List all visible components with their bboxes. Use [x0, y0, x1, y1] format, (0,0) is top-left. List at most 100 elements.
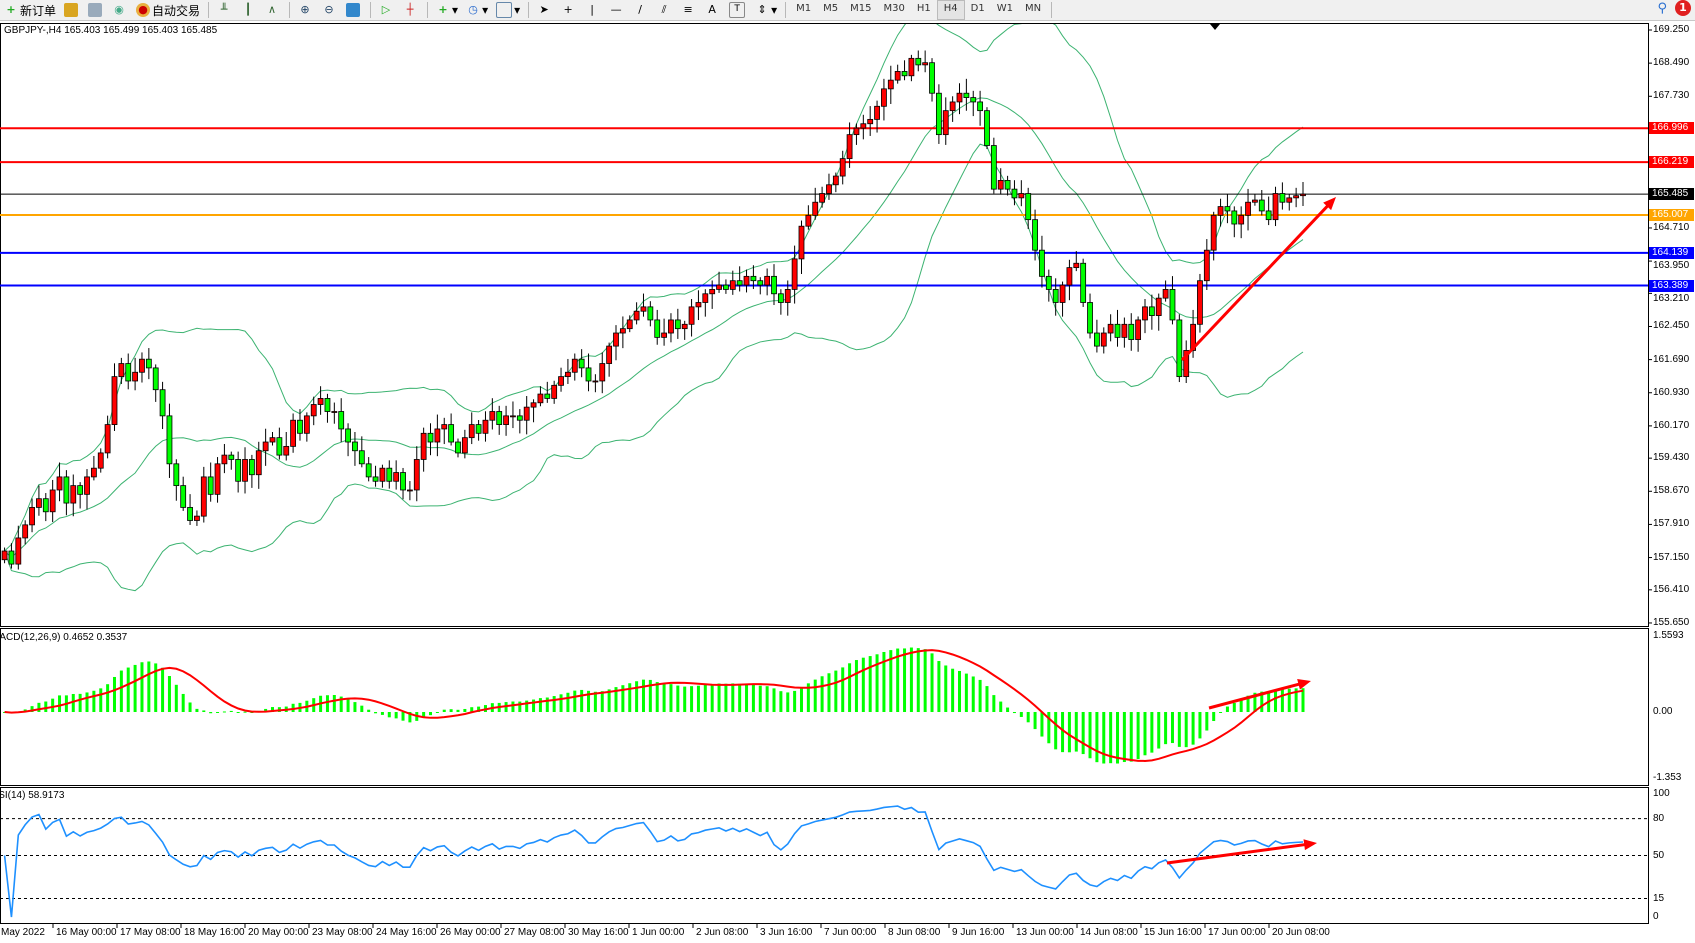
- candle-body: [894, 71, 901, 81]
- candle: [221, 443, 228, 474]
- candle-body: [358, 450, 365, 465]
- templates-button[interactable]: ▾: [492, 1, 524, 19]
- candle-body: [1155, 297, 1162, 316]
- auto-scroll-button[interactable]: ▷: [375, 1, 399, 19]
- timeframe-m15[interactable]: M15: [850, 3, 872, 14]
- candle-body: [77, 485, 84, 495]
- macd-bar: [1136, 712, 1140, 760]
- candle: [358, 436, 365, 468]
- timeframe-d1[interactable]: D1: [970, 3, 985, 14]
- macd-bar: [1232, 702, 1236, 712]
- macd-bar: [827, 673, 831, 712]
- macd-bar: [1019, 712, 1023, 717]
- macd-bar: [456, 709, 460, 712]
- signals-button[interactable]: ◉: [108, 1, 132, 19]
- market-watch-button[interactable]: [60, 1, 84, 19]
- text-tool[interactable]: A: [701, 1, 725, 19]
- timeframe-w1[interactable]: W1: [996, 3, 1013, 14]
- price-label: 157.150: [1653, 552, 1690, 563]
- vertical-line-tool[interactable]: |: [581, 1, 605, 19]
- candle-body: [757, 280, 764, 286]
- candle-body: [1203, 249, 1210, 282]
- text-label-tool[interactable]: T: [725, 1, 751, 19]
- notification-badge[interactable]: 1: [1675, 0, 1691, 16]
- macd-bar: [463, 708, 467, 712]
- chart-canvas[interactable]: [0, 21, 1695, 943]
- candle-body: [640, 306, 647, 312]
- cursor-tool[interactable]: ➤: [533, 1, 557, 19]
- crosshair-tool[interactable]: +: [557, 1, 581, 19]
- candle-body: [915, 57, 922, 66]
- macd-bar: [841, 667, 845, 712]
- candle-body: [626, 319, 633, 330]
- candle: [695, 290, 702, 321]
- fibonacci-tool[interactable]: ≡: [677, 1, 701, 19]
- macd-bar: [951, 668, 955, 712]
- candle-body: [269, 437, 276, 443]
- timeframe-m30[interactable]: M30: [883, 3, 905, 14]
- arrows-tool[interactable]: ⇕ ▾: [751, 1, 781, 19]
- macd-bar: [587, 690, 591, 712]
- data-window-button[interactable]: [84, 1, 108, 19]
- candle-body: [1197, 280, 1203, 325]
- candle: [1128, 313, 1135, 351]
- candle: [777, 289, 784, 315]
- candle-body: [152, 367, 159, 391]
- timeframe-mn[interactable]: MN: [1024, 3, 1042, 14]
- macd-bar: [1061, 712, 1065, 753]
- candle-body: [194, 515, 200, 521]
- candle: [207, 462, 214, 502]
- candle: [544, 381, 551, 403]
- candle: [1210, 211, 1217, 261]
- zoom-out-button[interactable]: ⊖: [318, 1, 342, 19]
- candle: [1, 547, 8, 564]
- candle: [757, 277, 764, 295]
- candle-body: [104, 424, 111, 454]
- new-order-button[interactable]: + 新订单: [0, 1, 60, 19]
- macd-bar: [1012, 712, 1016, 714]
- candle: [1252, 194, 1258, 206]
- new-order-icon: +: [6, 3, 16, 16]
- candle: [290, 413, 297, 453]
- timeframe-m1[interactable]: M1: [796, 3, 812, 14]
- tile-windows-button[interactable]: [342, 1, 366, 19]
- candle-body: [750, 275, 757, 282]
- candle-body: [990, 145, 997, 190]
- candle-body: [1224, 206, 1231, 212]
- macd-bar: [580, 689, 584, 712]
- line-chart-button[interactable]: ∧: [261, 1, 285, 19]
- macd-axis-label: 0.00: [1653, 706, 1673, 717]
- trendline-tool[interactable]: /: [629, 1, 653, 19]
- candle: [626, 315, 633, 333]
- timeframe-m5[interactable]: M5: [823, 3, 839, 14]
- macd-bar: [1253, 692, 1257, 712]
- candle-body: [56, 476, 63, 491]
- candle-body: [200, 476, 207, 517]
- chart-shift-button[interactable]: ┼: [399, 1, 423, 19]
- computer-icon: [88, 3, 103, 17]
- candle-body: [777, 293, 784, 303]
- auto-trading-button[interactable]: ● 自动交易: [132, 1, 204, 19]
- zoom-in-button[interactable]: ⊕: [294, 1, 318, 19]
- timeframe-h4[interactable]: H4: [936, 0, 965, 20]
- macd-bar: [710, 684, 714, 712]
- candle-body: [908, 57, 915, 77]
- channel-tool[interactable]: ⫽: [653, 1, 677, 19]
- macd-bar: [202, 710, 206, 712]
- candle-body: [1293, 195, 1300, 199]
- periods-button[interactable]: ◷ ▾: [462, 1, 492, 19]
- macd-bar: [1102, 712, 1106, 764]
- timeframe-h1[interactable]: H1: [916, 3, 931, 14]
- macd-bar: [243, 711, 247, 713]
- search-icon[interactable]: ⚲: [1657, 1, 1667, 16]
- time-label: 2 Jun 08:00: [696, 927, 749, 938]
- horizontal-line-tool[interactable]: —: [605, 1, 629, 19]
- indicators-button[interactable]: + ▾: [432, 1, 462, 19]
- candle: [523, 396, 530, 435]
- candle-body: [29, 507, 35, 526]
- bar-chart-button[interactable]: ╨: [213, 1, 237, 19]
- candle-chart-button[interactable]: ┃: [237, 1, 261, 19]
- macd-bar: [147, 661, 151, 712]
- macd-bar: [264, 708, 268, 712]
- price-label: 160.930: [1653, 387, 1690, 398]
